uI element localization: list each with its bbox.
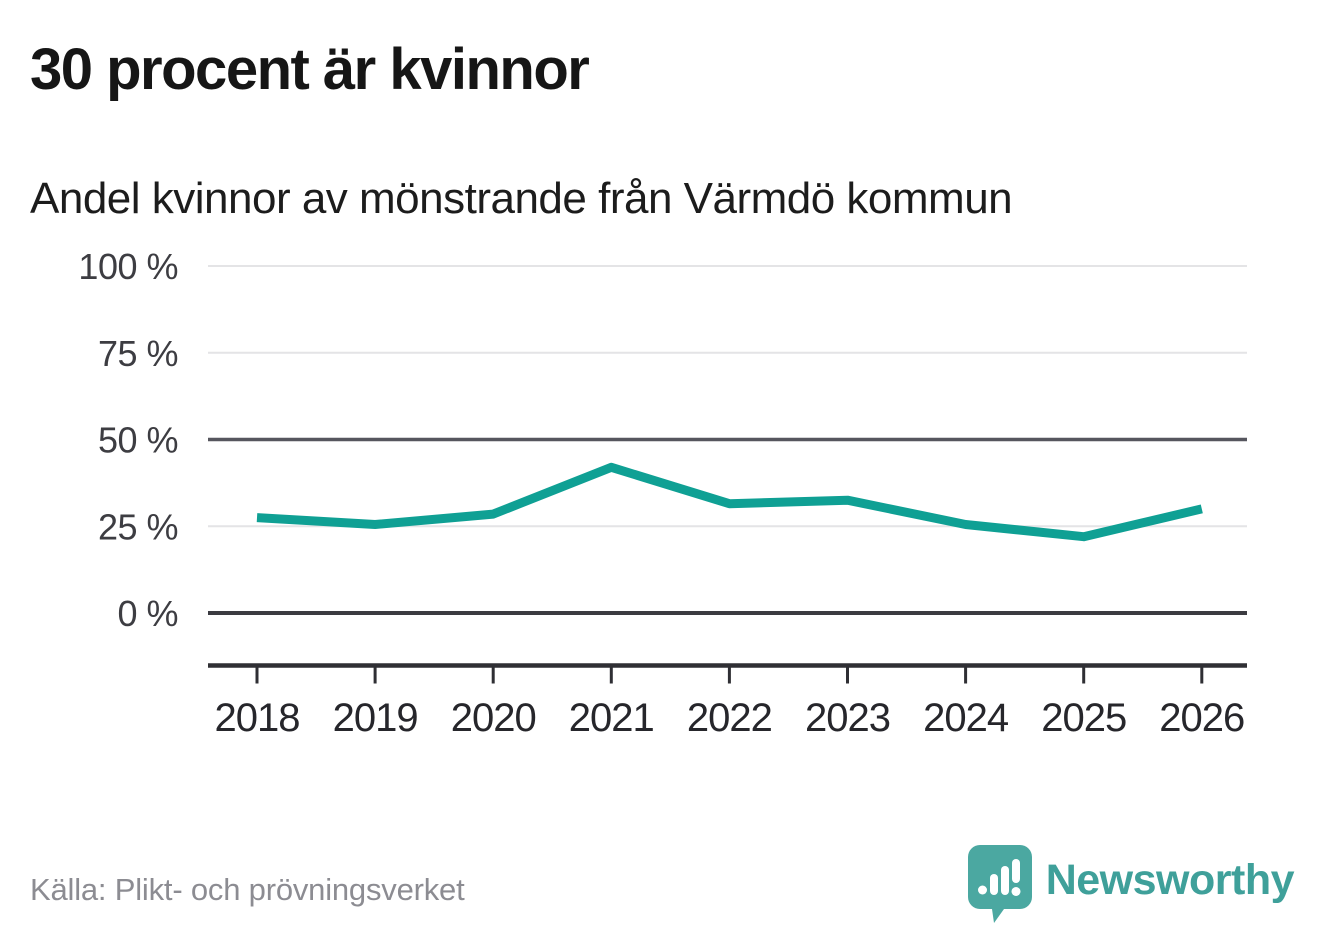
x-axis-label-2021: 2021 [569, 696, 654, 740]
brand-wordmark: Newsworthy [1045, 856, 1295, 904]
x-axis-label-2026: 2026 [1159, 696, 1244, 740]
chart-subtitle: Andel kvinnor av mönstrande från Värmdö … [30, 174, 1013, 223]
x-axis-label-2020: 2020 [451, 696, 536, 740]
data-line-series [256, 462, 1203, 542]
x-axis-label-2024: 2024 [923, 696, 1009, 740]
x-axis-label-2025: 2025 [1041, 696, 1126, 740]
y-axis-label-50: 50 % [98, 420, 178, 461]
x-axis-label-2022: 2022 [687, 696, 772, 740]
y-axis-label-100: 100 % [78, 246, 178, 287]
source-note: Källa: Plikt- och prövningsverket [30, 872, 465, 907]
y-axis-label-0: 0 % [117, 593, 178, 634]
x-axis-label-2023: 2023 [805, 696, 890, 740]
chart-title: 30 procent är kvinnor [30, 37, 590, 102]
x-axis-label-2018: 2018 [215, 696, 300, 740]
newsworthy-brand: Newsworthy [966, 843, 1295, 930]
y-axis-label-75: 75 % [98, 333, 178, 374]
x-axis-label-2019: 2019 [333, 696, 418, 740]
y-axis-label-25: 25 % [98, 506, 178, 547]
newsworthy-logo-icon [966, 843, 1034, 930]
